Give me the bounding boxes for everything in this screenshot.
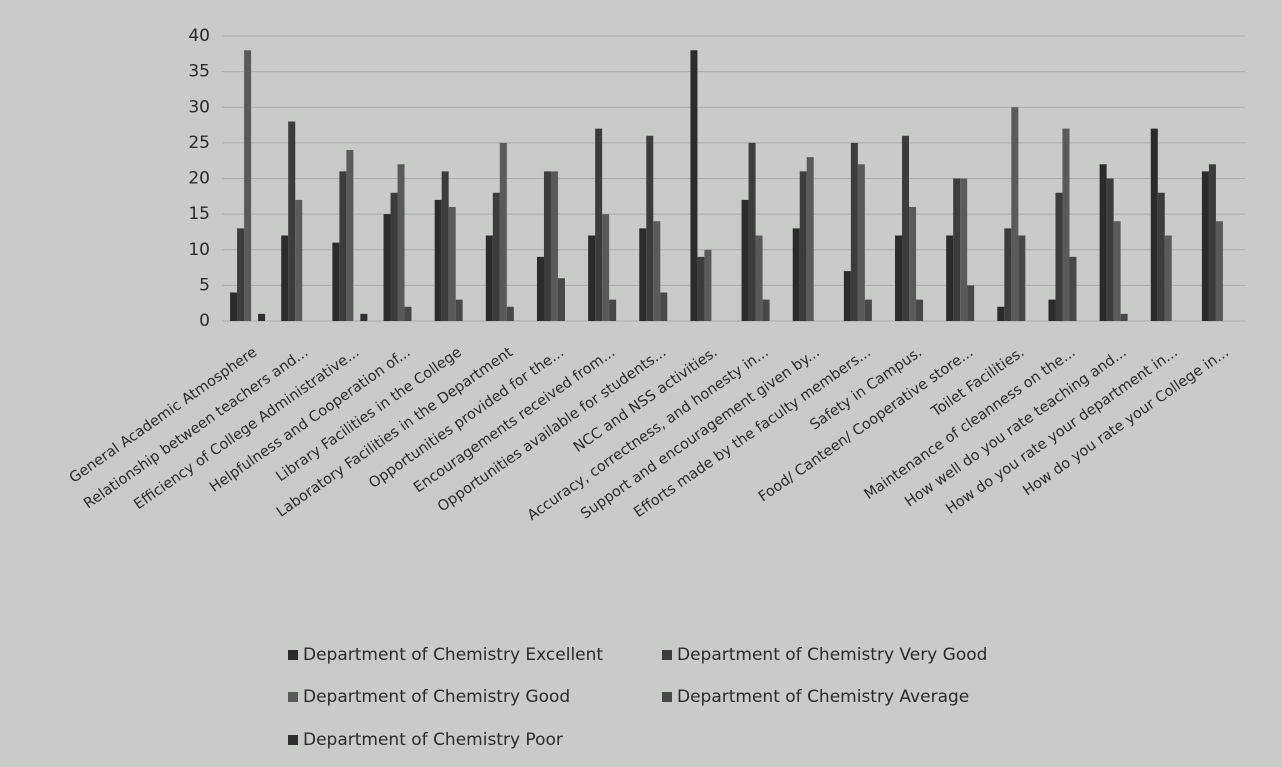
bar — [288, 121, 296, 321]
bar — [704, 249, 712, 321]
legend-swatch — [288, 692, 298, 702]
bar — [230, 292, 238, 321]
bar — [953, 178, 961, 321]
y-tick-label: 15 — [188, 204, 210, 224]
bar — [441, 171, 449, 321]
legend-label: Department of Chemistry Very Good — [677, 645, 987, 665]
y-tick-label: 40 — [188, 26, 210, 46]
bar — [434, 199, 442, 321]
bar — [1208, 164, 1216, 321]
bar — [967, 285, 975, 321]
bar — [339, 171, 347, 321]
bar — [762, 299, 770, 321]
legend-swatch — [662, 650, 672, 660]
bar — [536, 256, 544, 321]
bar — [690, 50, 698, 321]
bar — [1106, 178, 1114, 321]
bar — [1113, 221, 1121, 321]
y-tick-label: 20 — [188, 169, 210, 189]
bar — [741, 199, 749, 321]
bar — [960, 178, 968, 321]
bar — [550, 171, 558, 321]
y-tick-label: 0 — [199, 311, 210, 331]
bar — [448, 207, 456, 321]
legend-label: Department of Chemistry Good — [303, 687, 570, 707]
bar — [639, 228, 647, 321]
bar — [1120, 313, 1128, 321]
bar — [902, 135, 910, 321]
bar — [1018, 235, 1026, 321]
bar — [1157, 192, 1165, 321]
bar — [455, 299, 463, 321]
legend-label: Department of Chemistry Excellent — [303, 645, 603, 665]
bar — [281, 235, 289, 321]
bar — [806, 157, 814, 321]
bar — [646, 135, 654, 321]
bar — [397, 164, 405, 321]
bar — [895, 235, 903, 321]
bar — [557, 278, 565, 321]
bar — [404, 306, 412, 321]
bar — [909, 207, 917, 321]
bar — [295, 199, 303, 321]
bar — [244, 50, 252, 321]
bar — [390, 192, 398, 321]
bar — [755, 235, 763, 321]
bar — [1215, 221, 1223, 321]
bar — [1048, 299, 1056, 321]
legend-label: Department of Chemistry Poor — [303, 730, 563, 750]
bar — [799, 171, 807, 321]
bar — [1011, 107, 1019, 321]
bar — [346, 150, 354, 321]
bar — [916, 299, 924, 321]
bar — [609, 299, 617, 321]
bar — [237, 228, 245, 321]
bar — [857, 164, 865, 321]
bar — [850, 142, 858, 321]
bar — [332, 242, 340, 321]
y-tick-label: 25 — [188, 133, 210, 153]
y-tick-label: 35 — [188, 62, 210, 82]
bar — [506, 306, 514, 321]
y-tick-label: 10 — [188, 240, 210, 260]
y-tick-label: 30 — [188, 97, 210, 117]
bar — [543, 171, 551, 321]
legend-swatch — [288, 650, 298, 660]
bar — [499, 142, 507, 321]
bar — [1004, 228, 1012, 321]
bar — [360, 313, 368, 321]
bar — [1062, 128, 1070, 321]
bar — [383, 214, 391, 321]
bar — [1201, 171, 1209, 321]
bar — [1150, 128, 1158, 321]
y-tick-label: 5 — [199, 275, 210, 295]
bar — [748, 142, 756, 321]
bar — [697, 256, 705, 321]
bar — [492, 192, 500, 321]
bar — [843, 271, 851, 321]
bar — [792, 228, 800, 321]
legend-label: Department of Chemistry Average — [677, 687, 969, 707]
bar — [1055, 192, 1063, 321]
bar — [1164, 235, 1172, 321]
bar — [946, 235, 954, 321]
bar — [660, 292, 668, 321]
bar — [485, 235, 493, 321]
bar — [595, 128, 603, 321]
legend-swatch — [662, 692, 672, 702]
bar — [864, 299, 872, 321]
bar — [997, 306, 1005, 321]
bar — [653, 221, 661, 321]
bar — [588, 235, 596, 321]
bar — [1069, 256, 1077, 321]
bar — [602, 214, 610, 321]
bar — [1099, 164, 1107, 321]
bar — [258, 313, 266, 321]
legend-swatch — [288, 735, 298, 745]
